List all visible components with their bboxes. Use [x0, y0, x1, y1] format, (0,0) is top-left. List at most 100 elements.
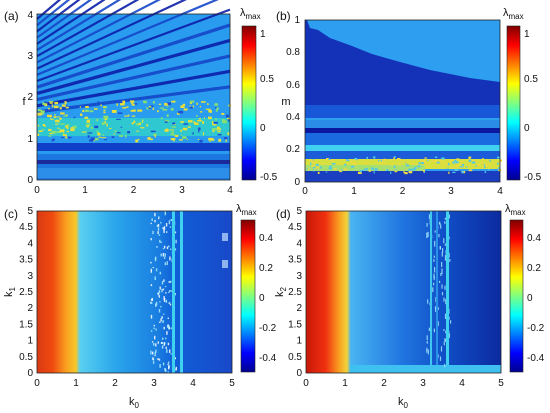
a-chaos-dot: [208, 109, 212, 113]
d-chaos-dot: [427, 349, 429, 355]
a-chaos-dot: [201, 101, 206, 103]
a-chaos-dot: [117, 100, 123, 104]
a-chaos-dot: [73, 125, 77, 129]
c-chaos-dot: [153, 343, 155, 346]
ytick: 5: [296, 206, 302, 217]
d-chaos-dot: [449, 259, 451, 262]
c-chaos-dot: [168, 301, 171, 304]
c-chaos-dot: [161, 281, 164, 285]
b-chaos-dot: [366, 156, 368, 159]
a-chaos-dot: [131, 102, 134, 105]
b-chaos-dot: [454, 160, 457, 162]
a-chaos-dot: [49, 115, 51, 118]
panel-c-heatmap: [37, 211, 232, 376]
a-chaos-dot: [166, 106, 169, 108]
panel-b-ylabel: m: [281, 96, 290, 108]
b-chaos-dot: [352, 162, 357, 165]
d-chaos-dot: [445, 330, 447, 334]
c-chaos-dot: [163, 342, 165, 346]
a-chaos-dot: [65, 125, 68, 128]
c-chaos-dot: [160, 222, 162, 224]
a-chaos-dot: [164, 103, 168, 106]
a-chaos-dot: [94, 108, 98, 110]
ytick: 1: [27, 336, 33, 347]
a-chaos-dot: [166, 128, 168, 130]
a-chaos-dot: [66, 130, 69, 133]
b-chaos-dot: [383, 158, 386, 160]
a-chaos-dot: [158, 103, 162, 105]
a-chaos-dot: [53, 105, 59, 109]
panel-b-xtick: 1: [351, 186, 357, 197]
a-chaos-dot: [138, 138, 140, 141]
a-chaos-dot: [42, 129, 44, 131]
panel-b-y-ticks: 0 0.2 0.4 0.6 0.8 1: [286, 15, 300, 188]
a-streak: [36, 0, 81, 33]
d-chaos-dot: [426, 341, 428, 344]
b-chaos-dot: [317, 171, 320, 174]
a-chaos-dot: [96, 130, 99, 133]
b-chaos-dot: [394, 170, 398, 173]
a-chaos-dot: [170, 138, 176, 141]
b-chaos-dot: [329, 165, 332, 168]
a-chaos-dot: [122, 100, 126, 104]
ytick: 2: [27, 303, 33, 314]
a-chaos-dot: [130, 110, 134, 112]
a-chaos-dot: [171, 101, 176, 103]
d-chaos-dot: [448, 236, 450, 240]
ytick: 4: [27, 238, 33, 249]
a-chaos-dot: [218, 138, 222, 142]
b-chaos-dot: [403, 171, 406, 173]
c-chaos-dot: [170, 219, 172, 222]
b-chaos-dot: [458, 164, 463, 167]
a-chaos-dot: [94, 125, 99, 129]
panel-a-colorbar-tick: 0: [260, 123, 266, 134]
d-chaos-dot: [434, 267, 436, 273]
c-chaos-dot: [150, 268, 152, 273]
panel-c: (c) 0 1 2 3 4 5 0 0.5 1 1.5 2 2.5 3 3.5 4 4.5 5 k0…: [3, 203, 277, 410]
a-chaos-dot: [56, 131, 61, 133]
a-chaos-dot: [65, 136, 68, 139]
a-chaos-dot: [135, 123, 140, 126]
a-chaos-dot: [202, 132, 204, 136]
b-chaos-dot: [447, 162, 450, 166]
a-chaos-dot: [176, 112, 180, 115]
panel-a-ytick: 0: [27, 175, 33, 186]
a-chaos-dot: [87, 132, 93, 134]
c-chaos-dot: [164, 286, 167, 288]
b-chaos-dot: [472, 160, 476, 163]
d-chaos-dot: [448, 252, 450, 258]
b-chaos-dot: [399, 165, 401, 167]
d-chaos-dot: [435, 297, 437, 302]
panel-c-label: (c): [4, 207, 18, 221]
panel-d-xtick: 1: [342, 378, 348, 389]
a-chaos-dot: [149, 105, 152, 108]
a-chaos-dot: [127, 114, 130, 117]
c-chaos-dot: [163, 372, 166, 376]
panel-b-label: (b): [276, 9, 291, 23]
d-chaos-dot: [441, 284, 443, 289]
c-chaos-dot: [150, 284, 153, 287]
a-chaos-dot: [199, 111, 203, 113]
b-chaos-dot: [397, 158, 401, 161]
a-chaos-dot: [199, 105, 201, 108]
d-chaos-dot: [437, 321, 439, 326]
a-chaos-dot: [204, 117, 205, 119]
c-chaos-dot: [163, 245, 166, 249]
panel-d: (d) 0 1 2 3 4 5 0 0.5 1 1.5 2 2.5 3 3.5 4 4.5 5 k0…: [274, 203, 545, 410]
b-chaos-dot: [366, 162, 368, 165]
a-chaos-dot: [215, 109, 218, 112]
c-chaos-dot: [154, 219, 156, 223]
c-chaos-dot: [157, 224, 160, 227]
b-chaos-dot: [364, 168, 369, 171]
d-chaos-dot: [444, 217, 446, 220]
panel-b-colorbar-tick: 1: [524, 29, 530, 40]
a-chaos-dot: [146, 124, 149, 127]
b-chaos-dot: [489, 166, 491, 168]
b-chaos-dot: [445, 162, 448, 165]
c-chaos-dot: [154, 351, 156, 355]
d-chaos-dot: [438, 234, 440, 238]
panel-b-ytick: 0.8: [286, 47, 300, 58]
ytick: 0.5: [19, 352, 33, 363]
a-chaos-dot: [187, 126, 191, 128]
a-chaos-dot: [208, 116, 212, 120]
